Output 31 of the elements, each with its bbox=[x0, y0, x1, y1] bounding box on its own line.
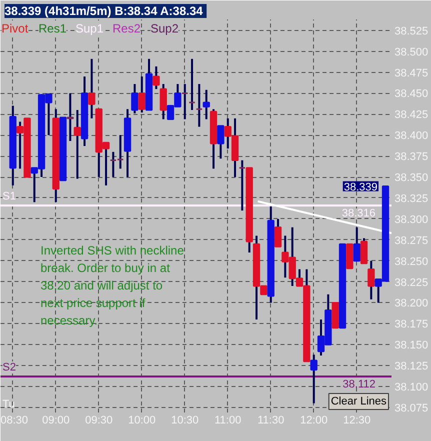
annotation: Pivot bbox=[2, 22, 29, 36]
annotation: Clear Lines bbox=[330, 396, 387, 408]
annotation: Tu bbox=[2, 398, 15, 410]
candlestick bbox=[274, 218, 282, 248]
candlestick bbox=[152, 65, 160, 90]
candlestick bbox=[88, 58, 96, 120]
candlestick bbox=[74, 109, 81, 180]
candlestick bbox=[202, 88, 210, 120]
candlestick bbox=[360, 237, 368, 264]
candlestick bbox=[138, 75, 146, 114]
candlestick bbox=[188, 58, 196, 111]
annotation: 38.316 bbox=[342, 208, 376, 220]
candlestick bbox=[368, 260, 375, 300]
annotation: 38.339 bbox=[344, 181, 378, 194]
candlestick bbox=[131, 83, 138, 114]
annotation: 38.112 bbox=[342, 378, 376, 390]
annotation: Res2 bbox=[112, 22, 141, 36]
candlestick bbox=[160, 83, 167, 120]
candlestick bbox=[310, 354, 318, 404]
annotation: Res1 bbox=[38, 22, 67, 36]
candlestick bbox=[217, 124, 224, 160]
candlestick bbox=[181, 83, 188, 120]
ref-line-label: S2 bbox=[2, 361, 16, 374]
candlestick bbox=[353, 226, 360, 262]
annotation: Sup1 bbox=[76, 22, 104, 36]
ref-line-label: S1 bbox=[2, 190, 16, 203]
candlestick bbox=[238, 159, 246, 212]
candlestick bbox=[196, 83, 203, 128]
chart-title: 38.339 (4h31m/5m) B:38.34 A:38.34 bbox=[4, 4, 204, 18]
annotation: Sup2 bbox=[150, 22, 179, 36]
candlestick bbox=[66, 92, 74, 142]
